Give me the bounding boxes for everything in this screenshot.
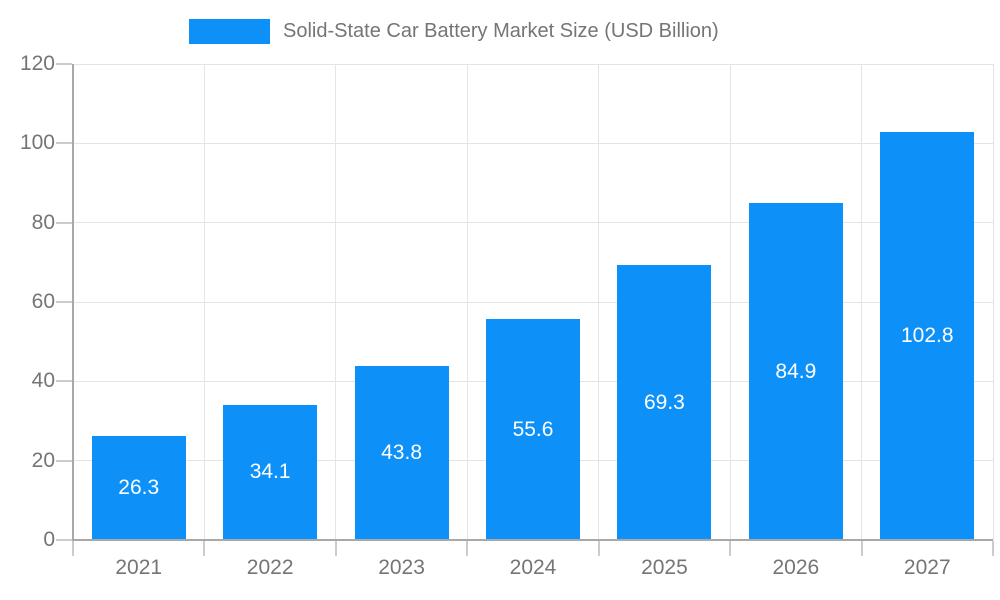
gridline-vertical xyxy=(335,64,337,540)
bar-value-label: 55.6 xyxy=(512,417,554,441)
gridline-vertical xyxy=(598,64,600,540)
y-axis-tick xyxy=(56,221,72,224)
legend-label: Solid-State Car Battery Market Size (USD… xyxy=(283,20,719,42)
gridline-vertical xyxy=(861,64,863,540)
y-axis-label: 20 xyxy=(31,448,55,472)
x-axis-tick xyxy=(466,541,469,556)
x-axis-line xyxy=(72,539,993,541)
bar-value-label: 26.3 xyxy=(118,475,160,499)
x-axis-tick xyxy=(597,541,600,556)
x-axis-tick xyxy=(72,541,74,556)
x-axis-tick xyxy=(729,541,732,556)
x-axis-tick xyxy=(860,541,863,556)
x-axis-label: 2021 xyxy=(115,556,163,579)
bar[interactable] xyxy=(880,132,975,540)
y-axis-label: 60 xyxy=(31,290,55,313)
legend: Solid-State Car Battery Market Size (USD… xyxy=(189,19,719,44)
bar[interactable] xyxy=(354,366,449,540)
x-axis-label: 2026 xyxy=(772,556,820,579)
bar[interactable] xyxy=(223,404,318,540)
y-axis-label: 100 xyxy=(19,131,55,155)
y-axis-tick xyxy=(56,142,72,145)
legend-swatch xyxy=(189,19,270,44)
gridline-vertical xyxy=(992,64,994,540)
bar-value-label: 69.3 xyxy=(643,390,685,414)
x-axis-tick xyxy=(992,541,994,556)
y-axis-tick xyxy=(56,63,72,65)
gridline-vertical xyxy=(729,64,731,540)
bar[interactable] xyxy=(91,435,186,540)
bar-value-label: 34.1 xyxy=(249,460,291,484)
y-axis-tick xyxy=(56,539,72,541)
gridline-vertical xyxy=(466,64,468,540)
gridline-horizontal xyxy=(73,222,993,224)
x-axis-label: 2025 xyxy=(641,556,688,579)
bar-value-label: 102.8 xyxy=(901,324,954,348)
x-axis-label: 2024 xyxy=(509,556,557,579)
y-axis-label: 80 xyxy=(31,210,55,234)
x-axis-label: 2023 xyxy=(378,556,425,579)
y-axis-label: 120 xyxy=(19,52,55,75)
y-axis-label: 0 xyxy=(43,528,55,551)
gridline-vertical xyxy=(203,64,205,540)
gridline-horizontal xyxy=(73,142,993,144)
gridline-horizontal xyxy=(73,301,993,303)
y-axis-tick xyxy=(56,380,72,383)
bar-value-label: 43.8 xyxy=(381,441,422,465)
bar[interactable] xyxy=(748,203,843,540)
bar[interactable] xyxy=(486,319,580,540)
y-axis-tick xyxy=(56,459,72,462)
gridline-horizontal xyxy=(73,63,993,65)
y-axis-tick xyxy=(56,301,72,303)
x-axis-label: 2027 xyxy=(903,556,951,579)
y-axis-label: 40 xyxy=(31,369,55,393)
bar[interactable] xyxy=(617,265,712,540)
x-axis-label: 2022 xyxy=(246,556,294,579)
bar-value-label: 84.9 xyxy=(775,359,817,383)
x-axis-tick xyxy=(203,541,206,556)
y-axis-line xyxy=(72,64,74,541)
x-axis-tick xyxy=(334,541,337,556)
